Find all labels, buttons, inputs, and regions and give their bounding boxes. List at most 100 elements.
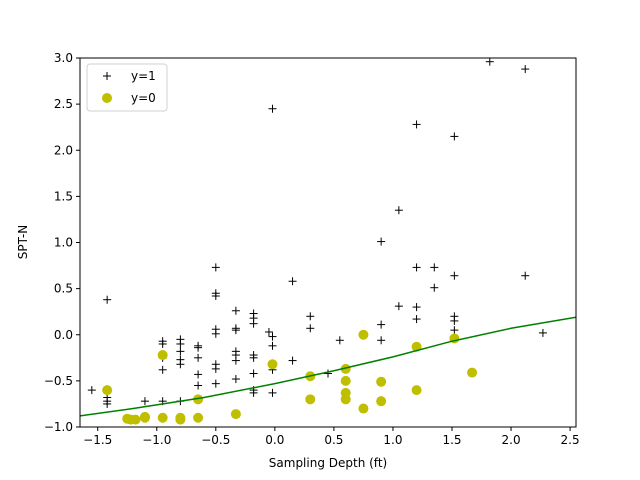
point-y0 [358, 329, 369, 340]
x-tick-label: −1.0 [142, 433, 171, 447]
point-y0 [376, 376, 387, 387]
axes-layer: −1.5 −1.0 −0.5 0.0 0.5 1.0 1.5 2.0 2.5 −1.0 −0.5 0.… [44, 51, 580, 447]
point-y1 [231, 326, 240, 335]
point-y1 [231, 306, 240, 315]
legend: y=1 y=0 [86, 63, 168, 112]
y-tick-label: −0.5 [44, 374, 73, 388]
point-y1 [87, 386, 96, 395]
point-y1 [538, 328, 547, 337]
point-y1 [288, 356, 297, 365]
point-y1 [268, 332, 277, 341]
point-y0 [157, 412, 168, 423]
point-y0 [467, 367, 478, 378]
point-y1 [158, 365, 167, 374]
point-y1 [268, 388, 277, 397]
x-tick-label: 0.5 [324, 433, 343, 447]
x-tick-label: 0.0 [265, 433, 284, 447]
point-y1 [103, 295, 112, 304]
y-tick-label: 3.0 [54, 51, 73, 65]
point-y1 [176, 339, 185, 348]
point-y1 [335, 336, 344, 345]
x-axis-label: Sampling Depth (ft) [269, 456, 387, 470]
boundary-line [80, 316, 576, 417]
point-y1 [412, 315, 421, 324]
point-y1 [394, 206, 403, 215]
point-y1 [306, 312, 315, 321]
point-y0 [230, 409, 241, 420]
point-y1 [306, 324, 315, 333]
x-tick-label: −1.5 [83, 433, 112, 447]
point-y1 [211, 379, 220, 388]
y-tick-label: 1.0 [54, 236, 73, 250]
point-y1 [264, 327, 273, 336]
plot-area [80, 58, 576, 427]
point-y0 [340, 375, 351, 386]
point-y1 [268, 104, 277, 113]
y-tick-label: −1.0 [44, 420, 73, 434]
point-y0 [376, 396, 387, 407]
point-y1 [140, 397, 149, 406]
point-y0 [102, 385, 113, 396]
point-y1 [377, 237, 386, 246]
point-y1 [194, 353, 203, 362]
point-y0 [411, 385, 422, 396]
point-y1 [450, 326, 459, 335]
point-y1 [176, 347, 185, 356]
point-y1 [176, 360, 185, 369]
point-y1 [430, 263, 439, 272]
y-tick-label: 2.5 [54, 97, 73, 111]
point-y1 [249, 388, 258, 397]
point-y1 [521, 65, 530, 74]
legend-label: y=0 [131, 91, 156, 105]
point-y1 [249, 369, 258, 378]
point-y0 [157, 350, 168, 361]
point-y1 [412, 263, 421, 272]
point-y1 [324, 369, 332, 378]
point-y1 [521, 271, 530, 280]
point-y1 [412, 303, 421, 312]
point-y0 [130, 414, 141, 425]
point-y0 [358, 403, 369, 414]
point-y0 [267, 359, 278, 370]
point-y1 [450, 316, 459, 325]
point-y1 [103, 399, 112, 408]
y-tick-label: 0.5 [54, 282, 73, 296]
point-y1 [249, 353, 258, 362]
point-y0 [340, 394, 351, 405]
x-tick-label: 2.0 [502, 433, 521, 447]
point-y1 [377, 336, 386, 345]
x-tick-label: 1.5 [442, 433, 461, 447]
point-y1 [211, 292, 220, 301]
point-y0 [139, 412, 150, 423]
x-tick-label: −0.5 [201, 433, 230, 447]
point-y1 [211, 329, 220, 338]
y-tick-label: 2.0 [54, 143, 73, 157]
point-y1 [249, 319, 258, 328]
point-y1 [430, 283, 439, 292]
y-tick-label: 1.5 [54, 189, 73, 203]
point-y1 [194, 381, 203, 390]
point-y0 [193, 412, 204, 423]
point-y1 [377, 320, 386, 329]
point-y1 [231, 375, 240, 384]
y-tick-label: 0.0 [54, 328, 73, 342]
point-y1 [412, 120, 421, 129]
legend-label: y=1 [131, 69, 156, 83]
point-y0 [175, 414, 186, 425]
point-y0 [340, 363, 351, 374]
point-y1 [288, 277, 297, 286]
y-axis-label: SPT-N [16, 225, 30, 259]
point-y1 [211, 364, 220, 373]
point-y1 [211, 263, 220, 272]
point-y1 [450, 132, 459, 141]
legend-marker-y1 [103, 72, 111, 80]
legend-marker-y0 [102, 93, 112, 103]
point-y1 [485, 57, 494, 66]
point-y1 [394, 302, 403, 311]
x-tick-label: 1.0 [383, 433, 402, 447]
point-y1 [158, 339, 167, 348]
marks-layer [80, 57, 576, 425]
point-y1 [450, 271, 459, 280]
point-y0 [193, 394, 204, 405]
